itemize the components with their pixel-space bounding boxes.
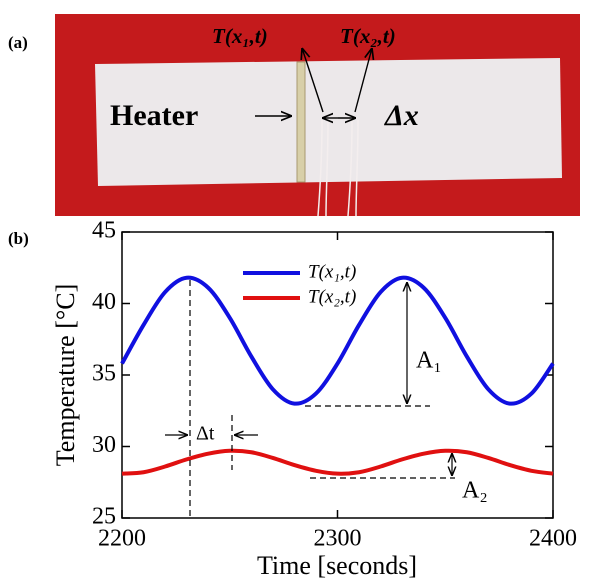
dx-label: Δx [384,99,419,132]
series-line [120,275,555,406]
x-tick-label: 2400 [529,526,577,552]
photo-arrows [255,48,372,118]
x-axis-title: Time [seconds] [257,551,417,580]
x-tick-label: 2300 [314,526,362,552]
delay-label: Δt [196,423,215,445]
series-line [121,448,554,476]
y-tick-label: 30 [92,432,116,458]
y-tick-label: 35 [92,361,116,387]
panel-label: (a) [8,33,28,52]
amplitude-label: A₁ [416,348,442,374]
annotation-lines [165,280,455,518]
heater-element [296,61,306,183]
panel-label: (b) [8,229,29,248]
heater-label: Heater [110,99,198,132]
plot: 25 30 35 40 45 2200 2300 2400 T(x₁,t) T(x₂,t) [92,218,577,552]
y-tick-label: 40 [92,289,116,315]
y-tick-label: 25 [92,504,116,530]
amplitude-label: A₂ [462,478,488,504]
x-tick-label: 2200 [98,526,146,552]
probe-label: T(x₂,t) [340,24,396,48]
legend-label: T(x₂,t) [308,286,356,307]
legend-label: T(x₁,t) [308,261,356,282]
y-axis-title: Temperature [°C] [51,284,80,467]
wires [317,119,359,217]
y-tick-label: 45 [92,218,116,244]
probe-label: T(x₁,t) [212,24,268,48]
